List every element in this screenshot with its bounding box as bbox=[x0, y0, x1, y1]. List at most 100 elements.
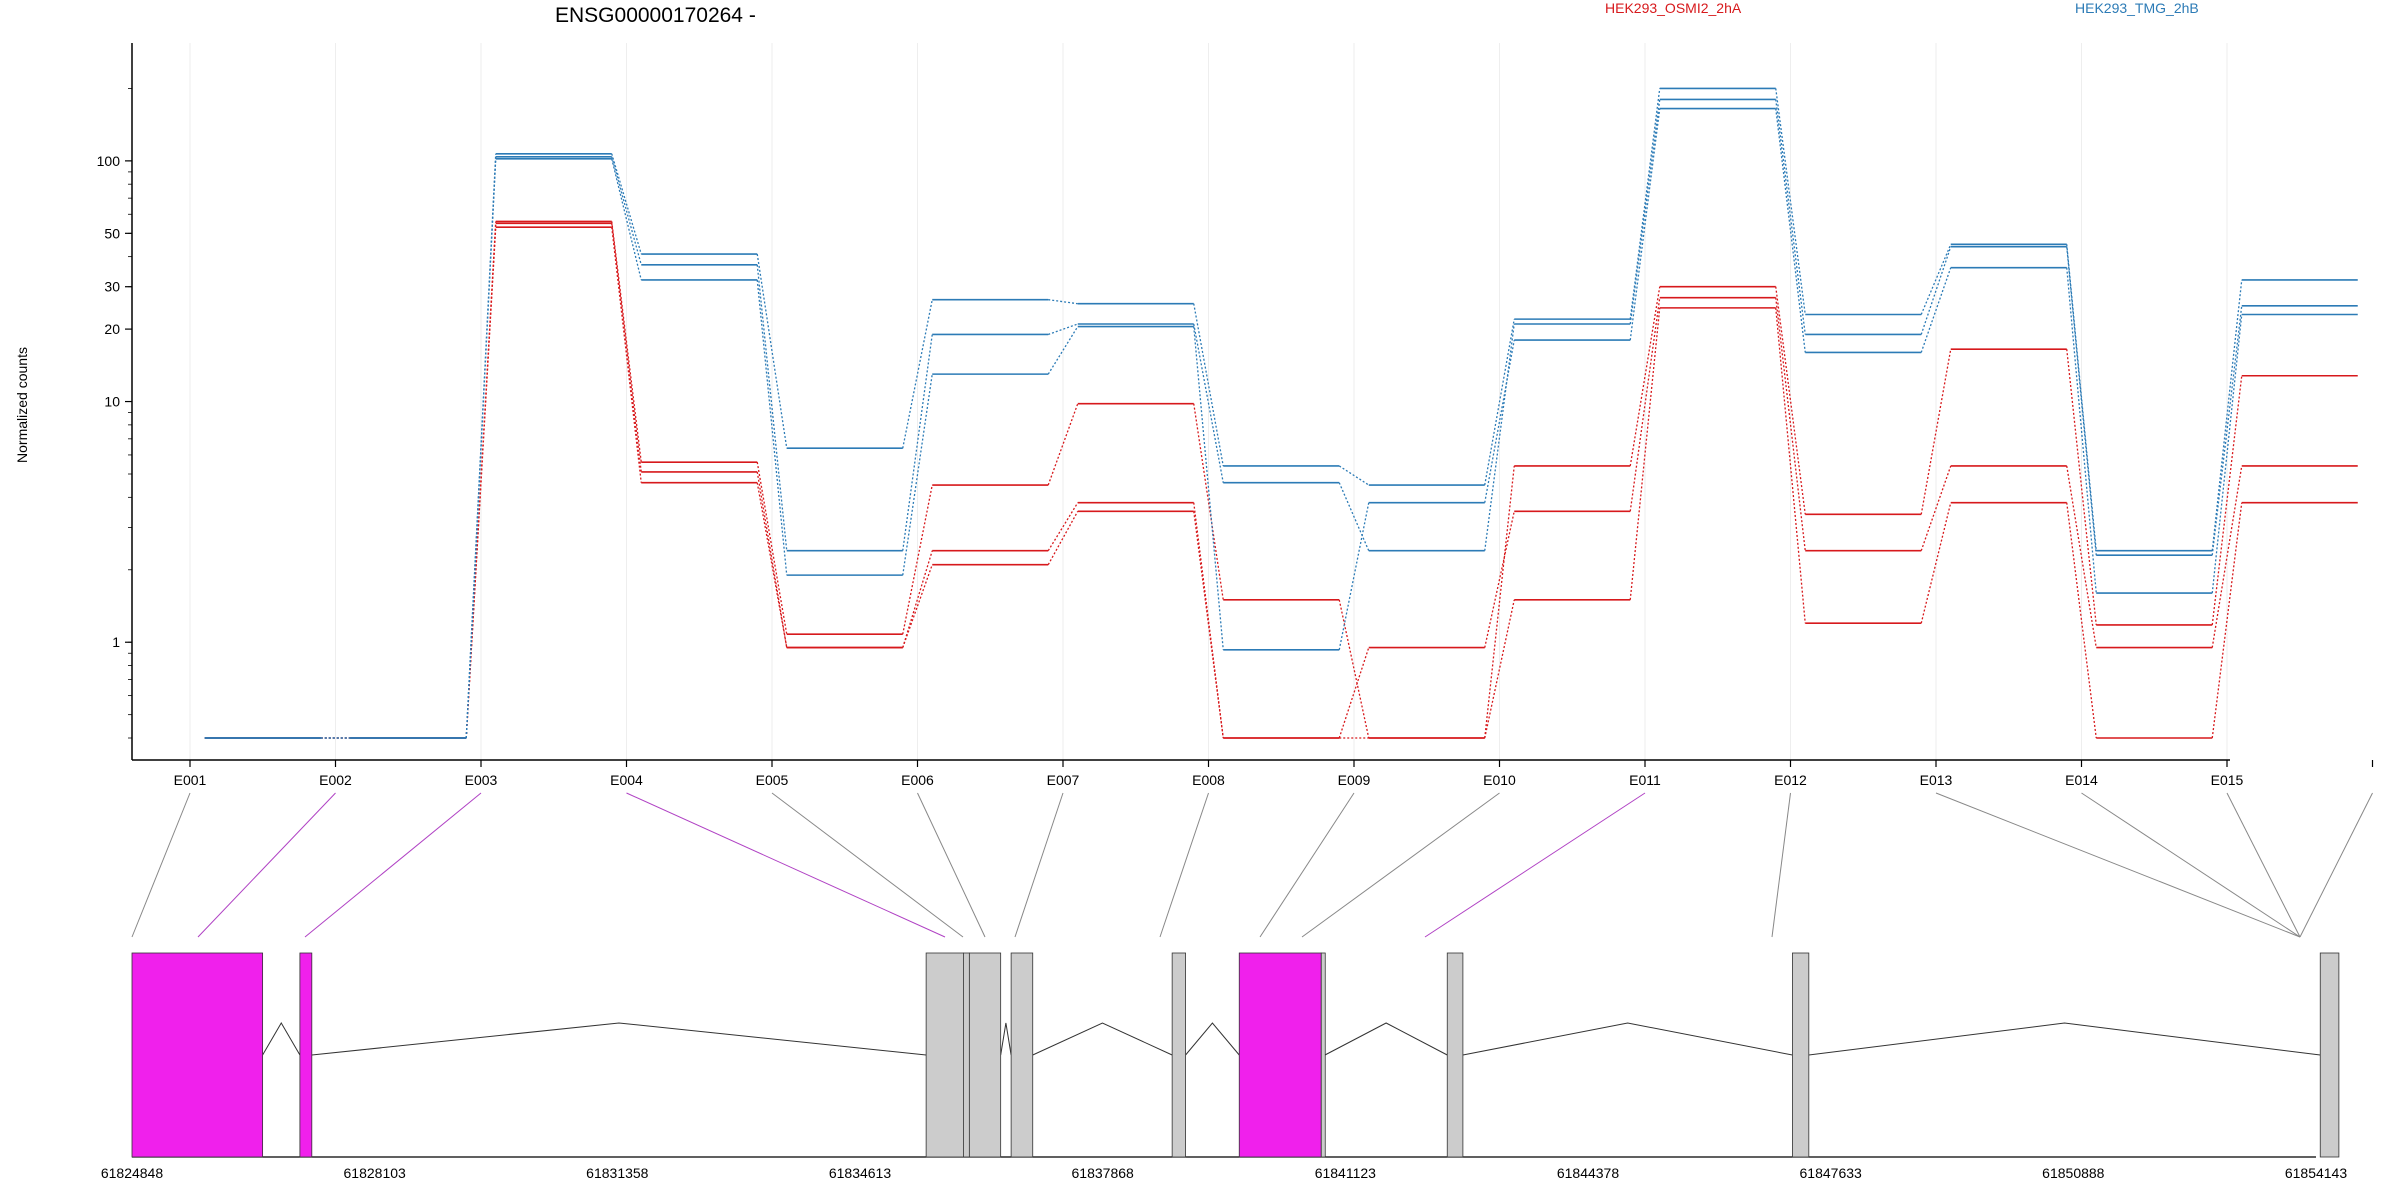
series-connector bbox=[1484, 319, 1515, 486]
series-connector bbox=[611, 158, 642, 281]
exon-box-e006 bbox=[1010, 952, 1034, 1158]
series-connector bbox=[1775, 307, 1806, 624]
x-tick-label-e005: E005 bbox=[756, 772, 789, 788]
series-connector bbox=[902, 564, 933, 648]
series-connector bbox=[2066, 267, 2097, 594]
series-connector bbox=[2211, 279, 2243, 551]
series-blue-5 bbox=[204, 107, 2358, 739]
series-connector bbox=[2066, 244, 2097, 551]
series-connector bbox=[1629, 307, 1661, 600]
y-tick-label: 30 bbox=[104, 279, 120, 295]
y-tick-label: 100 bbox=[97, 153, 121, 169]
series-connector bbox=[1048, 323, 1078, 336]
exon-link-e012 bbox=[1771, 792, 1791, 938]
exon-box-e009 bbox=[1320, 952, 1326, 1158]
series-connector bbox=[1920, 465, 1952, 551]
exon-box-e011 bbox=[1792, 952, 1810, 1158]
series-connector bbox=[756, 462, 788, 635]
intron-line bbox=[1808, 1022, 2321, 1056]
series-connector bbox=[2211, 305, 2243, 556]
coordinate-tick-label: 61850888 bbox=[2042, 1165, 2105, 1181]
series-connector bbox=[1193, 303, 1224, 467]
coordinate-tick-label: 61834613 bbox=[829, 1165, 892, 1181]
intron-line bbox=[311, 1022, 927, 1056]
series-connector bbox=[2066, 465, 2097, 648]
intron-line bbox=[1032, 1022, 1173, 1056]
series-connector bbox=[1047, 403, 1079, 486]
exon-link-e004 bbox=[626, 792, 946, 938]
exon-link-e011 bbox=[1424, 792, 1646, 938]
grid-lines bbox=[189, 43, 2228, 760]
series-connector bbox=[1775, 99, 1806, 335]
chart-title: ENSG00000170264 - bbox=[555, 4, 756, 27]
series-red-1 bbox=[204, 222, 2358, 739]
series-connector bbox=[1775, 108, 1806, 353]
exon-box-e004 bbox=[963, 952, 970, 1158]
exon-link-e009 bbox=[1259, 792, 1355, 938]
intron-line bbox=[1462, 1022, 1793, 1056]
y-tick-label: 20 bbox=[104, 321, 120, 337]
exon-box-e001 bbox=[131, 952, 264, 1158]
series-connector bbox=[1629, 108, 1661, 341]
series-connector bbox=[902, 299, 933, 449]
coordinate-tick-label: 61844378 bbox=[1557, 1165, 1620, 1181]
series-connector bbox=[1920, 502, 1952, 624]
series-connector bbox=[1338, 465, 1370, 486]
intron-line bbox=[1324, 1022, 1448, 1056]
series-connector bbox=[2211, 465, 2243, 648]
exon-box-e010 bbox=[1446, 952, 1464, 1158]
exon-box-e008 bbox=[1238, 952, 1322, 1158]
y-axis-label: Normalized counts bbox=[14, 347, 30, 463]
exon-link-end bbox=[2299, 792, 2373, 938]
exon-link-e013 bbox=[1935, 792, 2301, 938]
x-tick-label-e007: E007 bbox=[1047, 772, 1080, 788]
series-connector bbox=[611, 221, 642, 463]
series-connector bbox=[756, 253, 788, 449]
series-connector bbox=[2066, 502, 2097, 739]
intron-line bbox=[262, 1022, 301, 1056]
series-connector bbox=[2211, 502, 2243, 739]
series-connector bbox=[1920, 244, 1952, 315]
series-connector bbox=[1048, 299, 1078, 305]
exon-link-e015 bbox=[2226, 792, 2301, 938]
series-connector bbox=[1920, 267, 1952, 353]
exon-link-e003 bbox=[304, 792, 482, 938]
series-connector bbox=[1484, 599, 1515, 739]
series-connector bbox=[902, 484, 933, 635]
series-connector bbox=[1775, 88, 1806, 315]
exon-link-e001 bbox=[131, 792, 191, 938]
x-tick-label-e006: E006 bbox=[901, 772, 934, 788]
exon-link-e010 bbox=[1301, 792, 1500, 938]
series-connector bbox=[2211, 375, 2243, 626]
legend-entry-red: HEK293_OSMI2_2hA bbox=[1605, 0, 1742, 16]
x-tick-label-e003: E003 bbox=[465, 772, 498, 788]
x-tick-label-e010: E010 bbox=[1483, 772, 1516, 788]
x-tick-label-e009: E009 bbox=[1338, 772, 1371, 788]
exon-link-e007 bbox=[1014, 792, 1064, 938]
series-connector bbox=[1193, 403, 1224, 600]
exon-link-e006 bbox=[917, 792, 986, 938]
series-connector bbox=[611, 153, 642, 255]
series-connector bbox=[1484, 339, 1515, 503]
x-tick-label-e002: E002 bbox=[319, 772, 352, 788]
exon-box-e012 bbox=[2319, 952, 2340, 1158]
series-connector bbox=[1193, 323, 1224, 483]
exon-link-e002 bbox=[197, 792, 336, 938]
exon-box-e002 bbox=[299, 952, 313, 1158]
exon-link-e014 bbox=[2081, 792, 2301, 938]
coordinate-tick-label: 61824848 bbox=[101, 1165, 164, 1181]
series-connector bbox=[756, 279, 788, 576]
series-connector bbox=[1338, 502, 1370, 650]
series-blue-4 bbox=[204, 98, 2358, 739]
exon-link-e005 bbox=[771, 792, 964, 938]
coordinate-tick-label: 61837868 bbox=[1072, 1165, 1135, 1181]
series-lines bbox=[204, 87, 2358, 739]
intron-line bbox=[1185, 1022, 1240, 1056]
series-connector bbox=[1338, 482, 1370, 551]
x-tick-label-e014: E014 bbox=[2065, 772, 2098, 788]
x-tick-label-e008: E008 bbox=[1192, 772, 1225, 788]
y-tick-label: 10 bbox=[104, 394, 120, 410]
x-tick-label-e011: E011 bbox=[1629, 772, 1661, 788]
x-tick-label-e001: E001 bbox=[174, 772, 207, 788]
